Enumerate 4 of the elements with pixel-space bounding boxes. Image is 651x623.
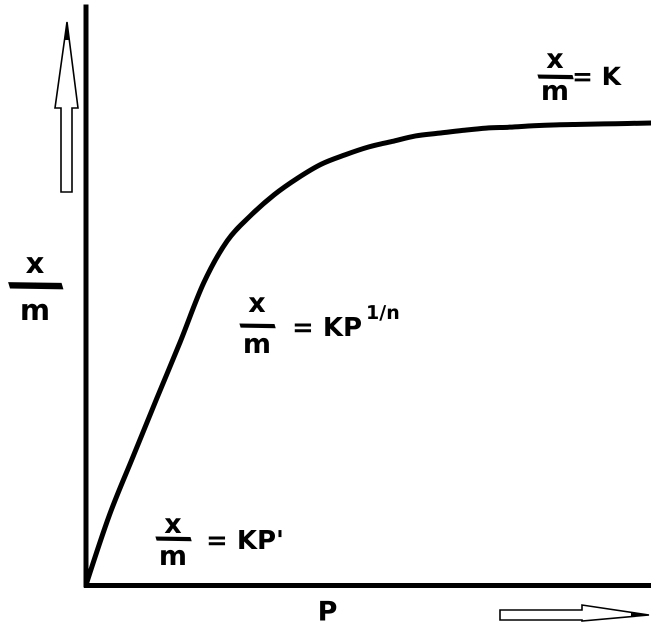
y-axis-title: x/m [233, 288, 284, 360]
text: = KP$^{1/n}$ [292, 302, 400, 343]
text: x/m [0, 246, 76, 327]
x-axis-title: P [318, 596, 338, 623]
